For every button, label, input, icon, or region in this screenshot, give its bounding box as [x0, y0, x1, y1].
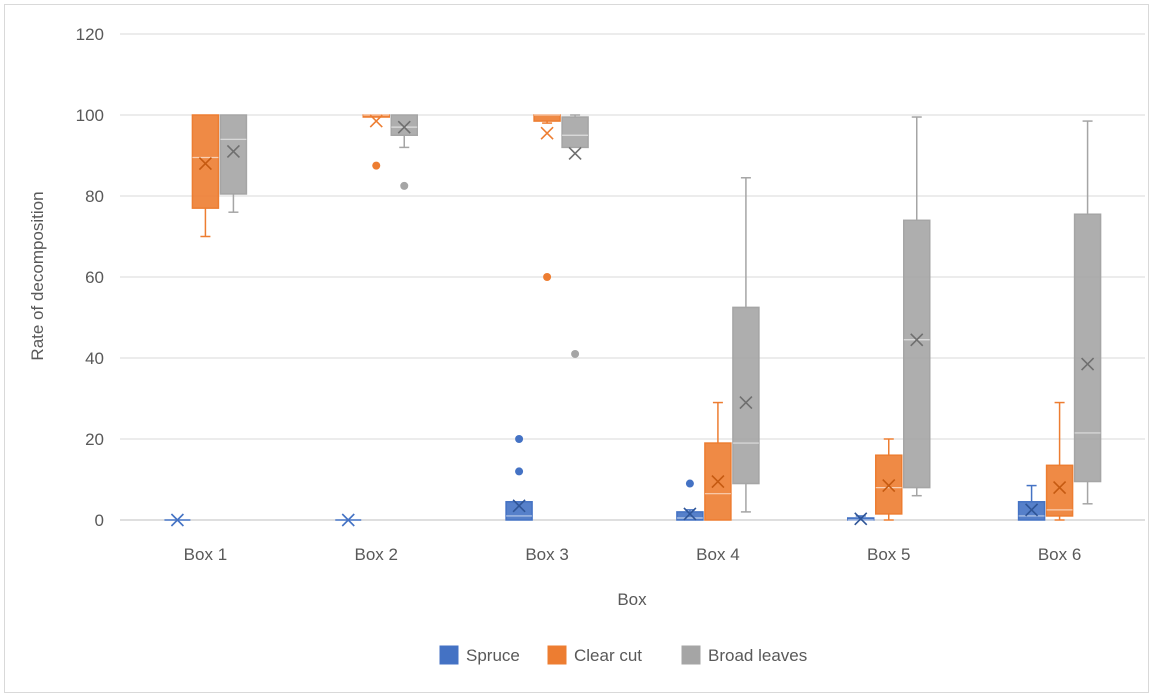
mean-marker	[1025, 503, 1039, 517]
box-iqr	[875, 454, 903, 515]
box-series	[164, 114, 1102, 527]
mean-marker	[568, 146, 582, 161]
box-iqr	[505, 501, 533, 521]
outlier-point	[571, 349, 580, 358]
y-tick-label: 40	[85, 349, 104, 368]
outlier-point	[515, 467, 524, 476]
box-iqr	[561, 116, 589, 149]
x-tick-label: Box 3	[525, 545, 568, 564]
mean-marker	[739, 395, 753, 410]
x-axis-ticks: Box 1 Box 2 Box 3 Box 4 Box 5 Box 6	[184, 545, 1082, 564]
x-tick-label: Box 2	[355, 545, 398, 564]
legend: Spruce Clear cut Broad leaves	[439, 645, 807, 665]
y-tick-label: 60	[85, 268, 104, 287]
legend-swatch	[681, 645, 701, 665]
mean-marker	[882, 479, 896, 493]
box-iqr	[191, 114, 220, 209]
y-tick-label: 120	[76, 25, 104, 44]
mean-marker	[683, 507, 697, 521]
box-iqr	[219, 114, 248, 195]
box-iqr	[903, 219, 931, 489]
mean-marker	[512, 499, 526, 513]
box-iqr	[533, 114, 561, 122]
outlier-point	[543, 273, 552, 281]
y-axis-label: Rate of decomposition	[28, 191, 47, 360]
outlier-point	[372, 161, 381, 170]
x-tick-label: Box 6	[1038, 545, 1081, 564]
outlier-point	[685, 479, 694, 488]
mean-marker	[397, 120, 411, 134]
mean-marker	[1053, 481, 1067, 495]
chart-frame	[4, 4, 1149, 693]
legend-swatch	[439, 645, 459, 665]
y-axis-ticks: 0 20 40 60 80 100 120	[76, 25, 104, 530]
y-tick-label: 20	[85, 430, 104, 449]
mean-marker	[369, 114, 383, 128]
gridlines	[120, 33, 1145, 521]
mean-marker	[1081, 357, 1095, 371]
y-tick-label: 80	[85, 187, 104, 206]
legend-label: Broad leaves	[708, 646, 807, 665]
outlier-point	[400, 181, 409, 190]
outlier-point	[515, 435, 524, 443]
mean-marker	[341, 513, 355, 527]
mean-marker	[226, 144, 240, 159]
legend-label: Clear cut	[574, 646, 642, 665]
box-iqr	[1045, 464, 1074, 517]
y-tick-label: 0	[95, 511, 104, 530]
mean-marker	[910, 333, 924, 347]
mean-marker	[854, 512, 868, 526]
box-iqr	[732, 306, 760, 485]
mean-marker	[198, 157, 212, 171]
x-tick-label: Box 4	[696, 545, 739, 564]
box-iqr	[390, 114, 418, 136]
mean-marker	[170, 513, 184, 527]
box-iqr	[1073, 213, 1102, 483]
x-tick-label: Box 1	[184, 545, 227, 564]
mean-marker	[540, 126, 554, 140]
legend-label: Spruce	[466, 646, 520, 665]
box-iqr	[676, 511, 704, 521]
y-tick-label: 100	[76, 106, 104, 125]
x-axis-label: Box	[617, 590, 647, 609]
series-broad-leaves	[219, 114, 1102, 513]
legend-swatch	[547, 645, 567, 665]
mean-marker	[711, 474, 725, 489]
series-clear-cut	[191, 114, 1074, 521]
x-tick-label: Box 5	[867, 545, 910, 564]
series-spruce	[164, 435, 1046, 527]
